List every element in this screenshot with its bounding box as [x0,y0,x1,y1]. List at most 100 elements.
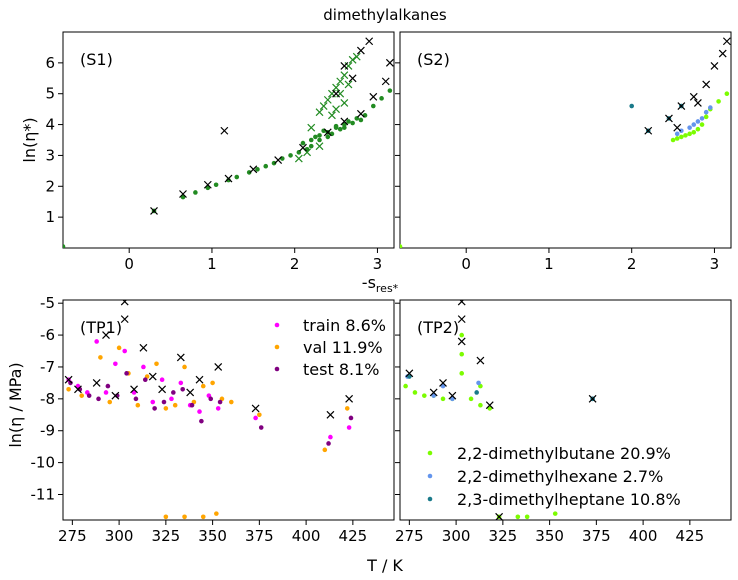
point-2-2-dimethylbutane [478,402,483,408]
point-train [141,364,146,370]
point-2-2-dimethylbutane [695,126,701,132]
y-tick-label: 1 [45,208,55,226]
point-2-2-dimethylhexane [674,131,680,137]
point-green-dots [337,126,343,132]
point-val [172,402,178,408]
point-test [217,399,223,405]
point-val [257,412,262,418]
point-black-crosses [150,207,158,215]
point-train [215,406,221,411]
point-2-2-dimethylbutane [724,91,730,97]
point-green-dots [308,137,314,143]
point-test [105,383,111,389]
point-2-2-dimethylhexane [695,119,701,124]
point-black-crosses [340,117,349,126]
point-val [200,514,206,520]
axes-frame [62,31,395,249]
point-black-crosses [120,300,129,306]
point-black-crosses [158,385,167,394]
point-green-crosses [336,77,345,86]
y-tick-label: 6 [45,54,55,72]
point-green-crosses [307,123,316,132]
panel-tp2: 275 300 325 350 375 400 425 (TP2) 2,2-dimethylbu… [395,299,732,545]
point-green-dots [371,103,376,109]
point-green-crosses [348,55,357,64]
point-val [116,345,122,351]
point-green-dots [387,88,393,93]
panel-tp1: 275 300 325 350 375 400 425 -5 -6 -7 -8 -9 -10 -11 (TP… [31,294,395,545]
point-train [122,348,128,354]
point-val [154,361,159,367]
point-train [346,425,352,430]
point-test [86,393,92,398]
point-val [182,364,187,370]
x-tick-label: 425 [676,527,705,545]
point-test [68,380,73,386]
point-black-crosses [381,77,390,86]
point-black-crosses [203,180,212,189]
point-black-crosses [448,391,457,400]
panel-label: (S2) [417,50,450,69]
point-val [107,399,113,405]
point-black-crosses [323,128,332,137]
point-black-crosses [485,401,494,410]
x-tick-label: 350 [535,527,564,545]
point-test [161,399,167,405]
point-train [178,380,184,386]
point-test [171,390,176,395]
point-val [214,511,219,516]
x-tick-label: 1 [207,255,217,273]
legend-marker [427,450,433,456]
point-black-crosses [718,49,727,58]
x-tick-label: 2 [290,255,300,273]
point-2-2-dimethylbutane [459,351,465,357]
point-green-dots [346,119,351,124]
point-black-crosses [693,99,702,107]
point-green-crosses [352,52,361,61]
point-black-crosses [457,337,466,346]
point-green-dots [358,117,364,123]
x-tick-label: 325 [152,527,181,545]
x-tick-label: 275 [58,527,87,545]
bottom-y-axis-label: ln(η / MPa) [6,362,25,447]
point-black-crosses [356,46,365,55]
point-test [180,386,185,392]
point-black-crosses [92,378,101,387]
point-test [142,377,148,383]
y-tick-label: 3 [45,146,55,164]
point-train [94,339,99,344]
point-black-crosses [251,404,260,413]
point-black-crosses [340,62,349,70]
point-test [199,418,204,424]
plot-area [64,300,354,520]
point-black-crosses [348,74,357,83]
point-2-2-dimethylhexane [703,109,709,115]
point-2-2-dimethylbutane [699,122,705,127]
point-test [189,402,195,408]
point-2-2-dimethylbutane [703,114,709,120]
point-train [113,361,118,367]
point-green-dots [63,244,66,248]
x-tick-label: 2 [627,255,637,273]
point-test [96,396,101,402]
point-black-crosses [710,62,719,70]
y-tick-label: 4 [45,116,55,134]
point-2-2-dimethylhexane [476,380,481,386]
point-green-dots [379,96,384,101]
point-val [229,399,234,405]
point-green-dots [308,143,314,149]
point-2-2-dimethylbutane [674,136,680,141]
point-black-crosses [224,174,233,183]
point-2-2-dimethylbutane [400,244,403,248]
legend-marker [274,322,280,328]
point-black-crosses [74,385,82,394]
panel-label: (TP2) [417,318,459,337]
point-green-dots [271,160,277,166]
point-val [135,402,141,408]
point-2-2-dimethylbutane [468,396,474,402]
legend-entry: test 8.1% [303,360,379,379]
point-black-crosses [120,315,129,324]
point-2-2-dimethylbutane [422,393,427,398]
point-green-crosses [323,95,332,104]
